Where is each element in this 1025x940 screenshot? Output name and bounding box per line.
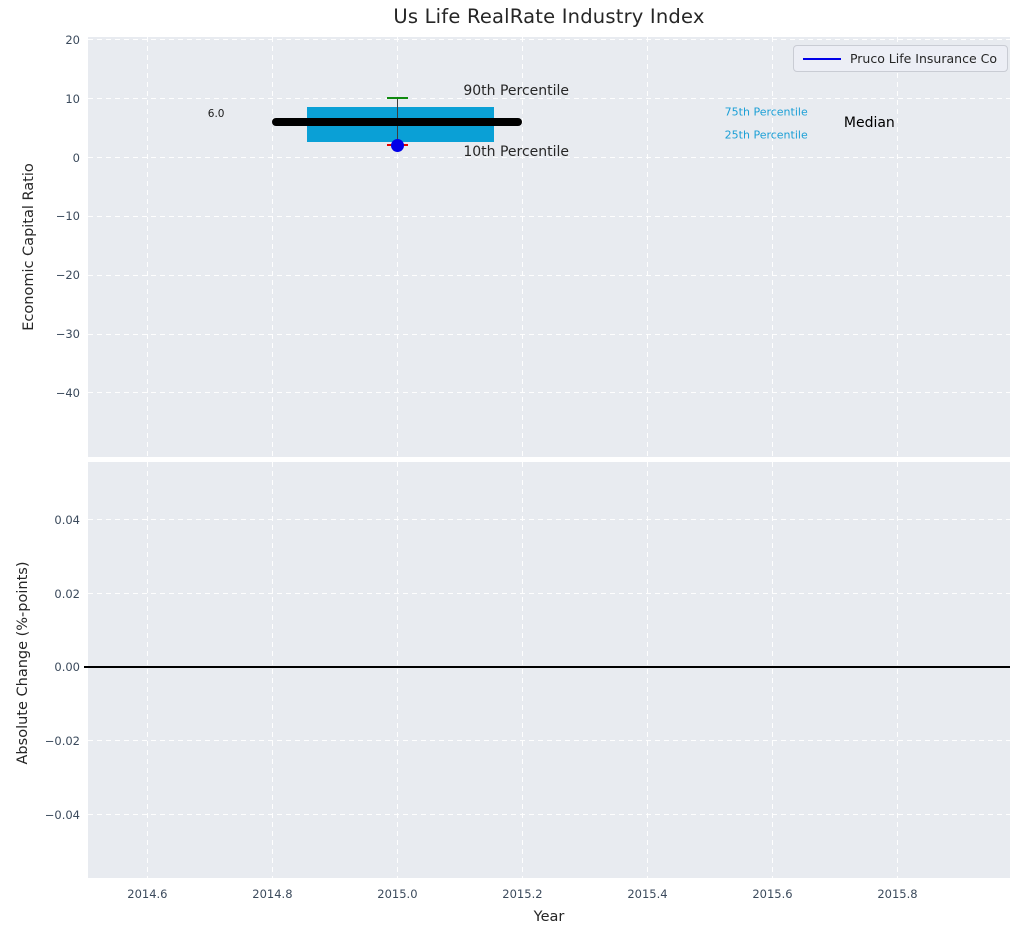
- p90-cap: [386, 96, 409, 100]
- chart-title: Us Life RealRate Industry Index: [393, 5, 705, 28]
- gridline-vertical: [646, 37, 648, 457]
- y-tick-label: −30: [55, 327, 80, 342]
- gridline-horizontal: [88, 519, 1010, 521]
- annotation: 90th Percentile: [463, 83, 570, 100]
- gridline-horizontal: [88, 740, 1010, 742]
- x-tick-label: 2015.8: [877, 887, 918, 901]
- x-tick-label: 2015.6: [752, 887, 793, 901]
- x-tick-label: 2015.4: [627, 887, 668, 901]
- gridline-horizontal: [88, 157, 1010, 159]
- gridline-vertical: [771, 462, 773, 878]
- y-tick-label: 10: [65, 91, 80, 106]
- x-axis-label: Year: [533, 909, 565, 925]
- x-tick-label: 2015.0: [377, 887, 418, 901]
- y-tick-label: −0.04: [44, 807, 80, 822]
- y-tick-label: 20: [65, 32, 80, 47]
- y-axis-label-top: Economic Capital Ratio: [21, 163, 37, 331]
- gridline-vertical: [146, 462, 148, 878]
- gridline-vertical: [521, 37, 523, 457]
- gridline-vertical: [646, 462, 648, 878]
- gridline-vertical: [271, 462, 273, 878]
- median-line: [272, 118, 523, 127]
- zero-line: [84, 666, 1010, 669]
- gridline-vertical: [896, 37, 898, 457]
- gridline-vertical: [271, 37, 273, 457]
- y-tick-label: −0.02: [44, 733, 80, 748]
- axes-top-panel: 6.0 90th Percentile 10th Percentile 75th Pe…: [88, 37, 1010, 457]
- annotation: 75th Percentile: [724, 105, 808, 119]
- gridline-vertical: [396, 37, 398, 457]
- gridline-vertical: [396, 462, 398, 878]
- annotation: Median: [843, 114, 895, 131]
- gridline-horizontal: [88, 215, 1010, 217]
- annotation: 10th Percentile: [463, 144, 570, 160]
- legend-label: Pruco Life Insurance Co: [849, 51, 997, 66]
- legend-line-swatch: [802, 57, 841, 60]
- gridline-horizontal: [88, 98, 1010, 100]
- y-tick-label: −10: [55, 209, 80, 224]
- y-tick-label: −40: [55, 385, 80, 400]
- y-tick-label: 0: [72, 150, 80, 165]
- y-tick-label: −20: [55, 268, 80, 283]
- gridline-horizontal: [88, 274, 1010, 276]
- x-tick-label: 2014.6: [127, 887, 168, 901]
- y-tick-label: 0.00: [54, 660, 80, 675]
- annotation: 6.0: [207, 108, 225, 121]
- gridline-horizontal: [88, 39, 1010, 41]
- gridline-vertical: [146, 37, 148, 457]
- gridline-horizontal: [88, 814, 1010, 816]
- y-tick-label: 0.02: [54, 586, 80, 601]
- gridline-vertical: [896, 462, 898, 878]
- gridline-horizontal: [88, 333, 1010, 335]
- gridline-vertical: [771, 37, 773, 457]
- legend: Pruco Life Insurance Co: [792, 45, 1008, 72]
- gridline-vertical: [521, 462, 523, 878]
- axes-bottom-panel: [84, 462, 1010, 878]
- gridline-horizontal: [88, 593, 1010, 595]
- x-tick-label: 2015.2: [502, 887, 543, 901]
- gridline-horizontal: [88, 392, 1010, 394]
- annotation: 25th Percentile: [724, 128, 808, 142]
- x-tick-label: 2014.8: [252, 887, 293, 901]
- y-tick-label: 0.04: [54, 512, 80, 527]
- company-point-marker: [390, 139, 404, 153]
